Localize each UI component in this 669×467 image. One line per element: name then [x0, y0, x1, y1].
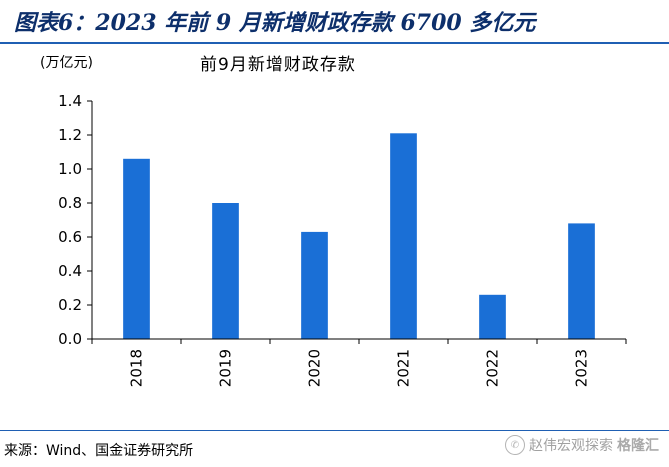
x-tick-label: 2021: [395, 349, 413, 387]
x-tick-label: 2019: [217, 349, 235, 387]
bar-2020: [301, 231, 328, 339]
bar-2021: [390, 133, 417, 339]
x-tick-label: 2022: [484, 349, 502, 387]
y-tick-label: 0.6: [58, 228, 82, 246]
x-tick-label: 2018: [128, 349, 146, 387]
bar-2023: [568, 223, 595, 339]
chart-title: 前9月新增财政存款: [200, 55, 356, 75]
bar-chart: (万亿元) 前9月新增财政存款 0.0 0.2 0.4 0.6 0.8 1.0 1.2 1.4…: [40, 55, 627, 387]
y-tick-label: 1.4: [58, 92, 82, 110]
y-unit-label: (万亿元): [40, 55, 93, 71]
footer-divider: [0, 430, 669, 431]
y-tick-label: 0.2: [58, 296, 82, 314]
y-tick-label: 0.4: [58, 262, 82, 280]
bar-2022: [479, 294, 506, 339]
title-divider: [0, 42, 669, 44]
x-axis: 2018 2019 2020 2021 2022 2023: [91, 338, 627, 387]
bar-2018: [123, 158, 150, 339]
watermark-text: 赵伟宏观探索: [529, 438, 613, 454]
y-tick-label: 1.2: [58, 126, 82, 144]
bars-group: [123, 133, 595, 339]
watermark: ✆ 赵伟宏观探索 格隆汇: [499, 428, 659, 462]
source-note: 来源：Wind、国金证券研究所: [4, 443, 194, 459]
y-tick-label: 0.0: [58, 330, 82, 348]
y-tick-label: 0.8: [58, 194, 82, 212]
y-tick-label: 1.0: [58, 160, 82, 178]
figure-title: 图表6：2023 年前 9 月新增财政存款 6700 多亿元: [14, 10, 536, 36]
bar-2019: [212, 203, 239, 339]
wechat-icon: ✆: [505, 435, 525, 455]
y-axis: 0.0 0.2 0.4 0.6 0.8 1.0 1.2 1.4: [58, 92, 93, 348]
x-tick-label: 2023: [573, 349, 591, 387]
x-tick-label: 2020: [306, 349, 324, 387]
watermark-logo: 格隆汇: [617, 438, 659, 454]
